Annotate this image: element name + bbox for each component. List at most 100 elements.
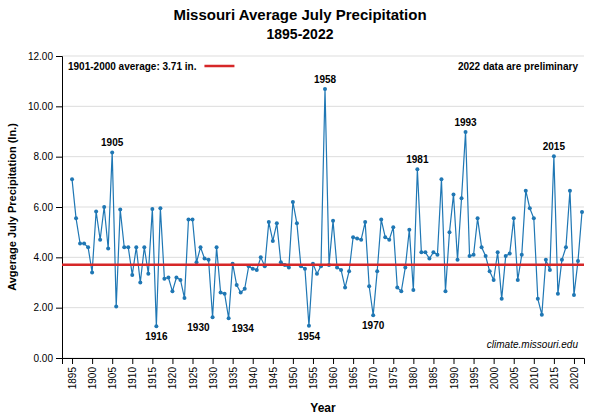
annotation: 1993: [454, 117, 477, 128]
data-point: [295, 221, 299, 225]
x-tick-label: 1905: [107, 367, 118, 390]
x-tick-mark: [474, 358, 475, 364]
data-point: [110, 150, 114, 154]
data-point: [367, 284, 371, 288]
plot-area: 1895190019051910191519201925193019351940…: [6, 51, 585, 415]
annotation: 1930: [187, 322, 210, 333]
data-point: [492, 278, 496, 282]
x-tick-mark: [193, 358, 194, 364]
x-tick-mark: [333, 358, 334, 364]
data-point: [484, 254, 488, 258]
x-tick: 1895: [67, 358, 78, 389]
data-point: [443, 289, 447, 293]
data-point: [138, 281, 142, 285]
data-point: [223, 292, 227, 296]
data-point: [496, 250, 500, 254]
data-point: [504, 254, 508, 258]
data-point: [452, 192, 456, 196]
data-point: [94, 210, 98, 214]
y-tick-label: 0.00: [34, 353, 54, 364]
data-point: [419, 250, 423, 254]
data-point: [271, 239, 275, 243]
y-tick: 10.00: [28, 101, 62, 112]
data-point: [122, 245, 126, 249]
data-point: [287, 265, 291, 269]
preliminary-note: 2022 data are preliminary: [458, 61, 579, 72]
x-tick-mark: [112, 358, 113, 364]
x-tick: 1940: [248, 358, 259, 389]
data-point: [182, 296, 186, 300]
y-tick-mark: [56, 308, 62, 309]
data-point: [456, 258, 460, 262]
data-point: [435, 253, 439, 257]
y-tick-mark: [56, 207, 62, 208]
data-point: [411, 288, 415, 292]
x-tick-mark: [433, 358, 434, 364]
data-point: [150, 207, 154, 211]
x-tick-label: 1950: [288, 367, 299, 390]
y-tick-mark: [56, 56, 62, 57]
x-tick-mark: [534, 358, 535, 364]
data-point: [500, 297, 504, 301]
grid-line: [62, 106, 584, 107]
data-point: [480, 245, 484, 249]
data-point: [162, 277, 166, 281]
x-axis: 1895190019051910191519201925193019351940…: [63, 358, 585, 389]
x-tick-mark: [313, 358, 314, 364]
data-point: [98, 238, 102, 242]
annotation: 1954: [298, 331, 321, 342]
data-point: [512, 216, 516, 220]
annotation: 2015: [543, 141, 566, 152]
annotation: 1916: [145, 331, 168, 342]
data-point: [303, 267, 307, 271]
x-tick-mark: [92, 358, 93, 364]
x-tick-mark: [353, 358, 354, 364]
data-point: [379, 218, 383, 222]
plot-texts: 1901-2000 average: 3.71 in.2022 data are…: [68, 61, 578, 350]
x-tick-mark: [554, 358, 555, 364]
data-point: [556, 292, 560, 296]
data-point: [259, 255, 263, 259]
data-point: [86, 245, 90, 249]
x-tick-label: 1955: [308, 367, 319, 390]
x-tick: 1925: [188, 358, 199, 389]
data-point: [460, 196, 464, 200]
data-point: [395, 286, 399, 290]
y-tick: 8.00: [34, 151, 62, 162]
data-point: [528, 206, 532, 210]
x-tick-label: 1995: [469, 367, 480, 390]
x-tick-label: 1965: [348, 367, 359, 390]
y-tick-mark: [56, 157, 62, 158]
data-point: [508, 252, 512, 256]
data-point: [520, 253, 524, 257]
data-point: [488, 269, 492, 273]
data-point: [355, 236, 359, 240]
data-point: [130, 273, 134, 277]
data-point: [255, 268, 259, 272]
x-tick-label: 1980: [408, 367, 419, 390]
x-tick-label: 1935: [228, 367, 239, 390]
y-tick-label: 4.00: [34, 252, 54, 263]
data-point: [203, 257, 207, 261]
y-tick-label: 8.00: [34, 151, 54, 162]
data-point: [126, 245, 130, 249]
data-point: [343, 286, 347, 290]
y-tick-label: 6.00: [34, 202, 54, 213]
data-point: [415, 167, 419, 171]
grid-line: [62, 207, 584, 208]
data-point: [363, 220, 367, 224]
data-point: [82, 241, 86, 245]
data-point: [347, 269, 351, 273]
x-tick-mark: [413, 358, 414, 364]
data-point: [243, 287, 247, 291]
x-tick-label: 1990: [449, 367, 460, 390]
data-point: [423, 250, 427, 254]
data-point: [468, 254, 472, 258]
x-tick: 2005: [509, 358, 520, 389]
data-point: [74, 216, 78, 220]
data-point: [146, 272, 150, 276]
x-axis-line: [63, 359, 585, 365]
data-point: [351, 235, 355, 239]
x-tick: 1965: [348, 358, 359, 389]
y-axis-line: [56, 57, 63, 359]
